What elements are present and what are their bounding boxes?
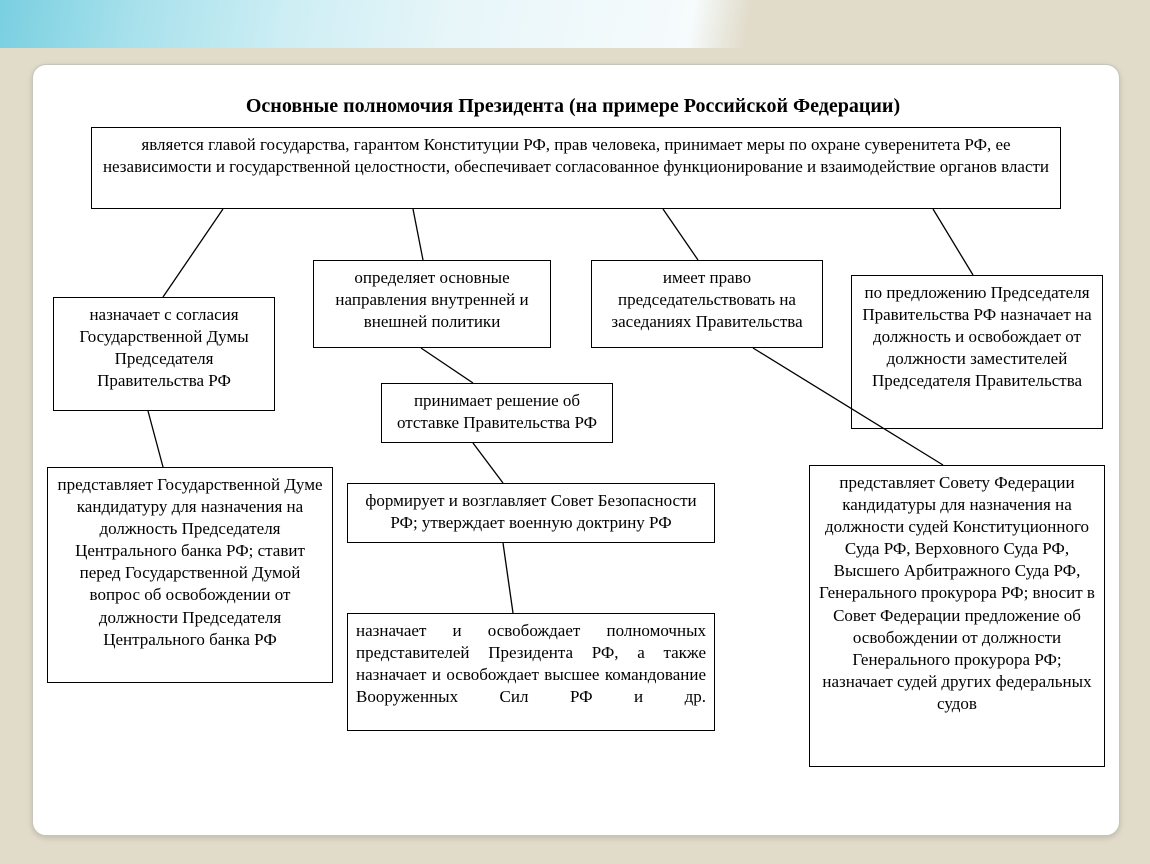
node-n6: представляет Государственной Думе кандид… [47, 467, 333, 683]
node-n4: по предложению Председателя Правительств… [851, 275, 1103, 429]
node-n2: определяет основные направления внутренн… [313, 260, 551, 348]
node-n5: принимает решение об отставке Правительс… [381, 383, 613, 443]
node-root: является главой государства, гарантом Ко… [91, 127, 1061, 209]
diagram-title: Основные полномочия Президента (на приме… [173, 95, 973, 118]
node-n3: имеет право председательствовать на засе… [591, 260, 823, 348]
node-n8: назначает и освобождает полномочных пред… [347, 613, 715, 731]
node-n1: назначает с согласия Государственной Дум… [53, 297, 275, 411]
decorative-header-gradient [0, 0, 1150, 48]
content-panel: Основные полномочия Президента (на приме… [32, 64, 1120, 836]
org-diagram: Основные полномочия Президента (на приме… [33, 65, 1119, 835]
node-n7: формирует и возглавляет Совет Безопаснос… [347, 483, 715, 543]
node-n9: представляет Совету Федерации кандидатур… [809, 465, 1105, 767]
